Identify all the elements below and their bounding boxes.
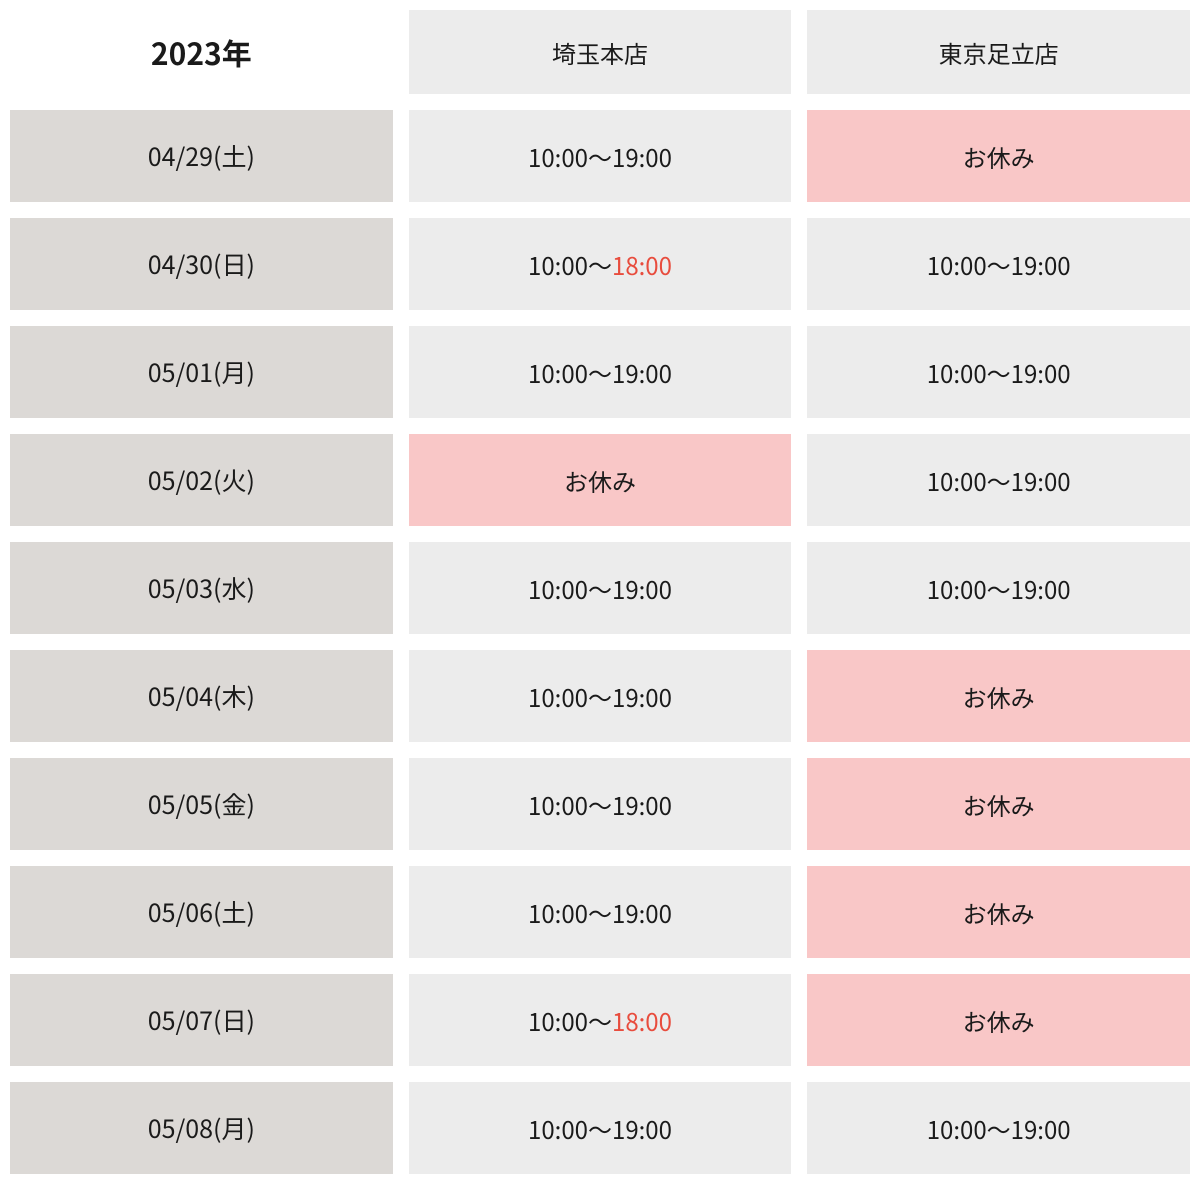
hours-cell: 10:00～18:00: [409, 974, 792, 1066]
date-cell: 04/30(日): [10, 218, 393, 310]
table-row: 05/02(火) お休み 10:00～19:00: [10, 434, 1190, 526]
date-cell: 05/07(日): [10, 974, 393, 1066]
hours-highlight: 18:00: [612, 247, 672, 282]
date-cell: 05/02(火): [10, 434, 393, 526]
hours-cell: 10:00～19:00: [409, 110, 792, 202]
hours-cell: 10:00～19:00: [409, 650, 792, 742]
table-row: 05/08(月) 10:00～19:00 10:00～19:00: [10, 1082, 1190, 1174]
hours-cell: 10:00～19:00: [807, 1082, 1190, 1174]
hours-cell: 10:00～18:00: [409, 218, 792, 310]
date-cell: 05/03(水): [10, 542, 393, 634]
closed-cell: お休み: [807, 974, 1190, 1066]
table-row: 05/04(木) 10:00～19:00 お休み: [10, 650, 1190, 742]
hours-cell: 10:00～19:00: [807, 218, 1190, 310]
closed-cell: お休み: [807, 866, 1190, 958]
hours-cell: 10:00～19:00: [409, 866, 792, 958]
schedule-table: 2023年 埼玉本店 東京足立店 04/29(土) 10:00～19:00 お休…: [10, 10, 1190, 1174]
table-row: 05/07(日) 10:00～18:00 お休み: [10, 974, 1190, 1066]
date-cell: 05/05(金): [10, 758, 393, 850]
year-header: 2023年: [10, 10, 393, 94]
hours-highlight: 18:00: [612, 1003, 672, 1038]
hours-cell: 10:00～19:00: [807, 542, 1190, 634]
date-cell: 05/01(月): [10, 326, 393, 418]
hours-cell: 10:00～19:00: [409, 326, 792, 418]
store-header-1: 埼玉本店: [409, 10, 792, 94]
date-cell: 05/08(月): [10, 1082, 393, 1174]
table-row: 05/05(金) 10:00～19:00 お休み: [10, 758, 1190, 850]
hours-cell: 10:00～19:00: [409, 542, 792, 634]
table-row: 05/06(土) 10:00～19:00 お休み: [10, 866, 1190, 958]
table-row: 05/01(月) 10:00～19:00 10:00～19:00: [10, 326, 1190, 418]
table-row: 04/30(日) 10:00～18:00 10:00～19:00: [10, 218, 1190, 310]
hours-prefix: 10:00～: [528, 1003, 612, 1038]
closed-cell: お休み: [807, 650, 1190, 742]
hours-cell: 10:00～19:00: [409, 758, 792, 850]
closed-cell: お休み: [807, 110, 1190, 202]
table-row: 04/29(土) 10:00～19:00 お休み: [10, 110, 1190, 202]
table-row: 05/03(水) 10:00～19:00 10:00～19:00: [10, 542, 1190, 634]
header-row: 2023年 埼玉本店 東京足立店: [10, 10, 1190, 94]
date-cell: 05/06(土): [10, 866, 393, 958]
hours-cell: 10:00～19:00: [807, 434, 1190, 526]
date-cell: 04/29(土): [10, 110, 393, 202]
closed-cell: お休み: [807, 758, 1190, 850]
date-cell: 05/04(木): [10, 650, 393, 742]
hours-cell: 10:00～19:00: [409, 1082, 792, 1174]
hours-prefix: 10:00～: [528, 247, 612, 282]
store-header-2: 東京足立店: [807, 10, 1190, 94]
hours-cell: 10:00～19:00: [807, 326, 1190, 418]
closed-cell: お休み: [409, 434, 792, 526]
